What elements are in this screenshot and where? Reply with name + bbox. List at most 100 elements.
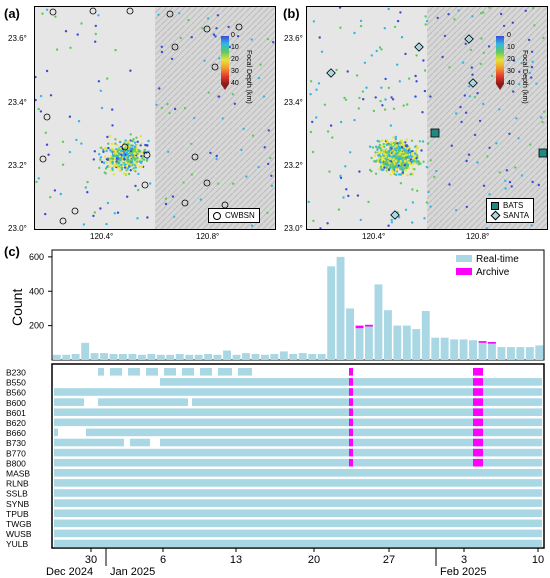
earthquake-point	[447, 13, 450, 16]
station-circle	[171, 43, 179, 51]
earthquake-point	[418, 140, 422, 143]
earthquake-point	[35, 180, 38, 184]
earthquake-point	[307, 200, 310, 204]
earthquake-point	[215, 157, 218, 161]
earthquake-point	[384, 98, 387, 101]
earthquake-point	[390, 169, 394, 172]
earthquake-point	[463, 94, 466, 97]
earthquake-point	[240, 148, 243, 152]
station-circle	[89, 7, 97, 15]
earthquake-point	[112, 173, 116, 176]
availability-bar	[54, 408, 542, 416]
earthquake-point	[461, 61, 465, 64]
earthquake-point	[395, 147, 398, 150]
colorbar-a-tick-1: 10	[231, 44, 239, 51]
santa-diamond	[468, 78, 478, 88]
station-circle	[203, 179, 211, 187]
earthquake-point	[131, 156, 135, 159]
earthquake-point	[530, 50, 534, 53]
earthquake-point	[105, 158, 109, 161]
earthquake-point	[424, 23, 427, 26]
map-b[interactable]	[306, 6, 548, 230]
panel-label-b: (b)	[283, 6, 300, 21]
x-tick-label: 27	[383, 554, 395, 566]
station-circle	[141, 181, 149, 189]
lat-tick-b-2: 23.2°	[284, 161, 303, 170]
map-a[interactable]	[34, 6, 276, 230]
station-label: B800	[6, 458, 26, 468]
bar-realtime	[90, 353, 99, 360]
earthquake-point	[270, 174, 273, 177]
legend-b-label-bats: BATS	[503, 201, 524, 210]
earthquake-point	[124, 153, 127, 156]
availability-bar	[54, 479, 542, 487]
earthquake-point	[385, 163, 389, 166]
archive-mark	[473, 368, 483, 376]
earthquake-point	[343, 96, 346, 100]
availability-bar	[54, 378, 542, 386]
earthquake-point	[245, 175, 248, 178]
earthquake-point	[388, 143, 391, 146]
earthquake-point	[387, 156, 390, 160]
timeline-plot-frame	[51, 363, 545, 549]
earthquake-point	[267, 162, 270, 166]
earthquake-point	[137, 172, 140, 176]
earthquake-point	[517, 137, 520, 140]
panel-label-a: (a)	[4, 6, 20, 21]
earthquake-point	[399, 151, 403, 154]
earthquake-point	[482, 102, 485, 106]
data-gap	[58, 428, 86, 437]
earthquake-point	[344, 98, 348, 102]
bar-realtime	[194, 354, 203, 360]
earthquake-point	[326, 130, 330, 133]
earthquake-point	[370, 156, 373, 160]
station-circle	[39, 155, 47, 163]
bar-realtime	[185, 354, 194, 360]
earthquake-point	[383, 162, 386, 165]
earthquake-point	[512, 90, 515, 93]
earthquake-point	[105, 149, 108, 153]
earthquake-point	[467, 153, 471, 156]
legend-a-row-cwbsn: CWBSN	[213, 211, 255, 220]
earthquake-point	[413, 168, 416, 171]
earthquake-point	[187, 18, 190, 22]
earthquake-point	[339, 26, 342, 29]
earthquake-point	[380, 159, 384, 162]
earthquake-point	[368, 145, 372, 148]
earthquake-point	[414, 74, 417, 78]
earthquake-point	[190, 173, 193, 176]
earthquake-point	[488, 7, 491, 9]
earthquake-point	[399, 11, 402, 14]
bar-realtime	[119, 354, 127, 360]
earthquake-point	[383, 145, 386, 149]
earthquake-point	[168, 111, 171, 115]
earthquake-point	[400, 164, 403, 167]
earthquake-point	[485, 227, 488, 229]
earthquake-point	[396, 63, 399, 66]
bar-realtime	[279, 351, 288, 360]
archive-mark	[473, 418, 483, 427]
earthquake-point	[378, 46, 382, 49]
earthquake-point	[541, 121, 544, 124]
earthquake-point	[331, 136, 334, 139]
bar-realtime	[535, 345, 544, 360]
earthquake-point	[138, 158, 141, 161]
earthquake-point	[103, 171, 107, 174]
earthquake-point	[429, 95, 432, 98]
earthquake-point	[136, 160, 139, 163]
month-label-jan: Jan 2025	[110, 566, 155, 578]
earthquake-point	[455, 209, 458, 212]
earthquake-point	[468, 95, 471, 98]
earthquake-point	[359, 218, 362, 222]
earthquake-point	[317, 82, 321, 85]
earthquake-point	[179, 36, 182, 40]
archive-mark	[349, 398, 353, 406]
count-axis-ticks: 200 400 600	[29, 252, 52, 331]
earthquake-point	[383, 27, 386, 30]
earthquake-point	[388, 149, 391, 153]
earthquake-point	[82, 223, 86, 226]
earthquake-point	[383, 108, 387, 111]
station-circle	[59, 217, 67, 225]
bar-realtime	[213, 354, 222, 360]
